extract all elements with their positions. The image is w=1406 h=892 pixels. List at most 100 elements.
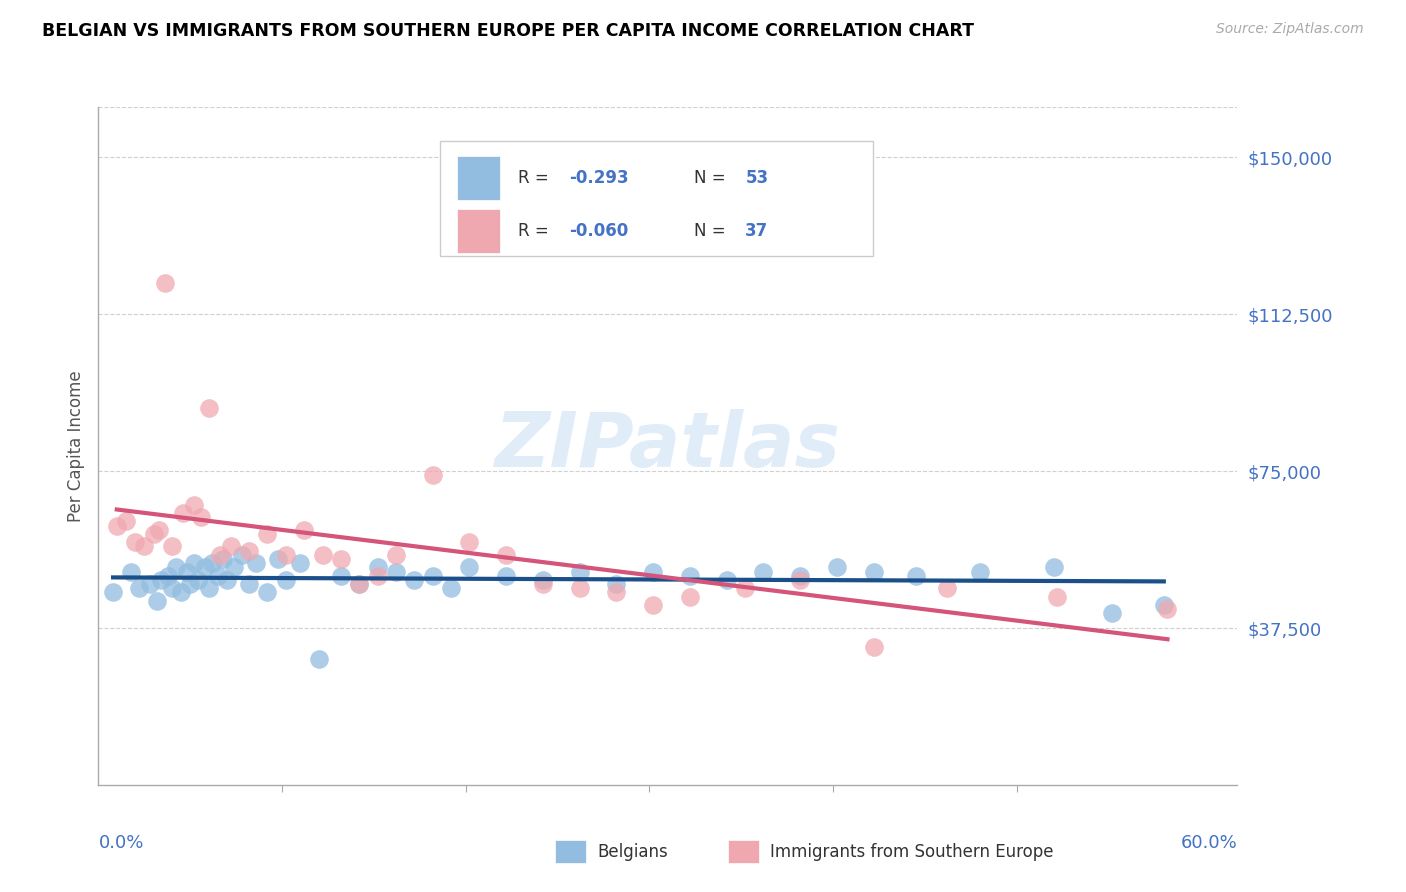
Point [1046,590,1069,604]
Point [115,514,138,528]
Point [215,573,238,587]
Point [568,565,591,579]
Point [183,498,205,512]
Point [904,568,927,582]
Point [170,585,193,599]
FancyBboxPatch shape [457,209,501,252]
Point [197,582,219,596]
Point [568,582,591,596]
Point [157,568,180,582]
Text: Immigrants from Southern Europe: Immigrants from Southern Europe [770,843,1054,861]
Point [752,565,775,579]
Text: Source: ZipAtlas.com: Source: ZipAtlas.com [1216,22,1364,37]
Point [292,523,315,537]
Point [267,552,290,566]
Point [238,577,260,591]
Text: -0.293: -0.293 [569,169,628,186]
Point [308,652,330,666]
Point [160,582,183,596]
Point [274,573,297,587]
Text: BELGIAN VS IMMIGRANTS FROM SOUTHERN EUROPE PER CAPITA INCOME CORRELATION CHART: BELGIAN VS IMMIGRANTS FROM SOUTHERN EURO… [42,22,974,40]
Text: ZIPatlas: ZIPatlas [495,409,841,483]
Text: R =: R = [517,222,554,240]
Point [404,573,426,587]
Point [146,594,169,608]
Point [422,568,444,582]
Point [531,573,554,587]
Point [172,506,194,520]
Point [201,556,224,570]
Point [165,560,187,574]
Point [179,577,201,591]
Point [148,523,170,537]
Point [789,568,811,582]
Point [643,565,665,579]
Point [224,560,246,574]
Point [207,568,229,582]
Point [1042,560,1064,574]
Point [187,573,209,587]
Point [385,565,408,579]
Point [121,565,143,579]
Point [329,552,352,566]
Text: N =: N = [695,169,731,186]
Point [256,585,278,599]
Point [789,573,811,587]
Point [679,590,702,604]
Text: 37: 37 [745,222,769,240]
Y-axis label: Per Capita Income: Per Capita Income [66,370,84,522]
Point [1156,602,1178,616]
Point [716,573,738,587]
Text: 53: 53 [745,169,769,186]
Point [367,560,389,574]
Point [643,598,665,612]
Point [349,577,371,591]
Point [212,552,235,566]
Point [1101,607,1123,621]
Point [274,548,297,562]
Point [134,540,156,554]
Point [422,468,444,483]
Point [160,540,183,554]
Point [349,577,371,591]
Text: N =: N = [695,222,731,240]
Point [605,585,627,599]
Text: -0.060: -0.060 [569,222,628,240]
Point [149,573,172,587]
FancyBboxPatch shape [457,156,501,200]
Point [183,556,205,570]
Point [139,577,162,591]
Point [862,565,884,579]
Point [367,568,389,582]
Point [153,276,176,290]
Point [190,510,212,524]
Point [128,582,150,596]
Point [440,582,463,596]
Point [825,560,848,574]
Point [208,548,231,562]
Point [238,543,260,558]
Point [1153,598,1175,612]
Point [105,518,128,533]
Point [311,548,333,562]
Point [256,527,278,541]
Point [385,548,408,562]
Point [219,540,242,554]
Point [124,535,146,549]
Point [495,548,517,562]
Point [969,565,991,579]
Point [290,556,312,570]
Point [936,582,959,596]
Point [101,585,124,599]
Text: 0.0%: 0.0% [98,834,143,852]
FancyBboxPatch shape [440,141,873,256]
Point [245,556,267,570]
Text: Belgians: Belgians [598,843,668,861]
Point [679,568,702,582]
Point [734,582,756,596]
Point [862,640,884,654]
Text: 60.0%: 60.0% [1181,834,1237,852]
Point [495,568,517,582]
Point [231,548,253,562]
Point [194,560,217,574]
